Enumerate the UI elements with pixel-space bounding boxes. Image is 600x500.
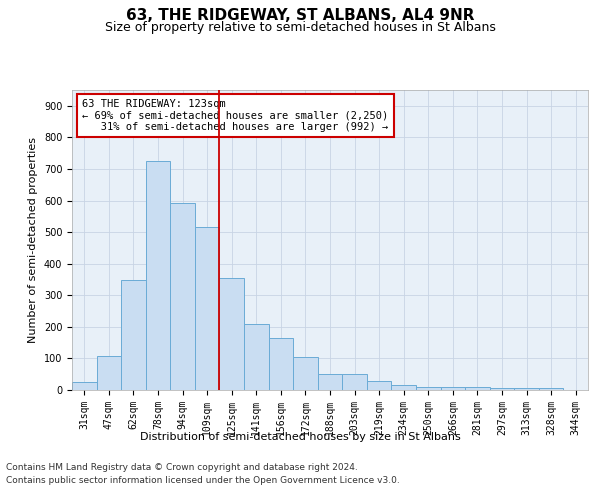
Text: Contains public sector information licensed under the Open Government Licence v3: Contains public sector information licen… — [6, 476, 400, 485]
Bar — [220, 278, 244, 390]
Bar — [244, 324, 269, 390]
Bar — [342, 374, 367, 390]
Bar — [146, 161, 170, 390]
Text: Size of property relative to semi-detached houses in St Albans: Size of property relative to semi-detach… — [104, 21, 496, 34]
Bar — [97, 356, 121, 390]
Text: 63, THE RIDGEWAY, ST ALBANS, AL4 9NR: 63, THE RIDGEWAY, ST ALBANS, AL4 9NR — [126, 8, 474, 22]
Bar — [195, 228, 220, 390]
Bar — [121, 280, 146, 390]
Bar — [539, 388, 563, 390]
Bar — [293, 358, 318, 390]
Bar — [490, 388, 514, 390]
Text: Distribution of semi-detached houses by size in St Albans: Distribution of semi-detached houses by … — [140, 432, 460, 442]
Text: Contains HM Land Registry data © Crown copyright and database right 2024.: Contains HM Land Registry data © Crown c… — [6, 464, 358, 472]
Text: 63 THE RIDGEWAY: 123sqm
← 69% of semi-detached houses are smaller (2,250)
   31%: 63 THE RIDGEWAY: 123sqm ← 69% of semi-de… — [82, 99, 389, 132]
Y-axis label: Number of semi-detached properties: Number of semi-detached properties — [28, 137, 38, 343]
Bar — [391, 386, 416, 390]
Bar — [269, 338, 293, 390]
Bar — [465, 387, 490, 390]
Bar — [72, 382, 97, 390]
Bar — [170, 202, 195, 390]
Bar — [514, 388, 539, 390]
Bar — [367, 380, 391, 390]
Bar — [416, 387, 440, 390]
Bar — [318, 374, 342, 390]
Bar — [440, 387, 465, 390]
